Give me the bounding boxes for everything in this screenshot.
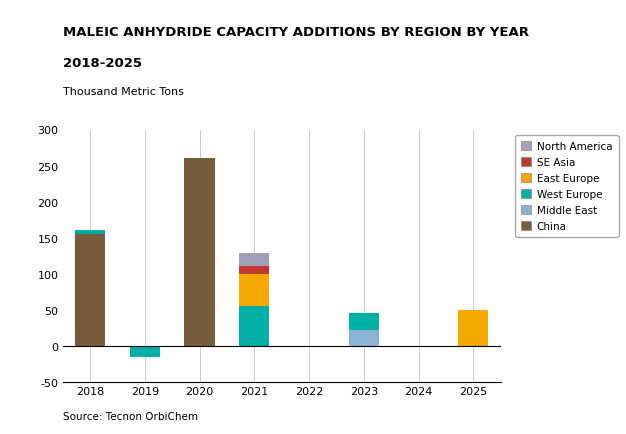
Text: Thousand Metric Tons: Thousand Metric Tons [63,87,183,97]
Bar [239,274,269,306]
Bar [349,330,379,346]
Bar [185,159,215,346]
Bar [75,234,105,346]
Bar [75,231,105,234]
Text: 2018-2025: 2018-2025 [63,56,141,69]
Bar [239,254,269,267]
Bar [130,346,160,357]
Bar [458,310,488,346]
Legend: North America, SE Asia, East Europe, West Europe, Middle East, China: North America, SE Asia, East Europe, Wes… [515,135,618,238]
Text: MALEIC ANHYDRIDE CAPACITY ADDITIONS BY REGION BY YEAR: MALEIC ANHYDRIDE CAPACITY ADDITIONS BY R… [63,26,528,39]
Bar [349,314,379,330]
Bar [239,267,269,274]
Bar [239,306,269,346]
Text: Source: Tecnon OrbiChem: Source: Tecnon OrbiChem [63,411,198,421]
